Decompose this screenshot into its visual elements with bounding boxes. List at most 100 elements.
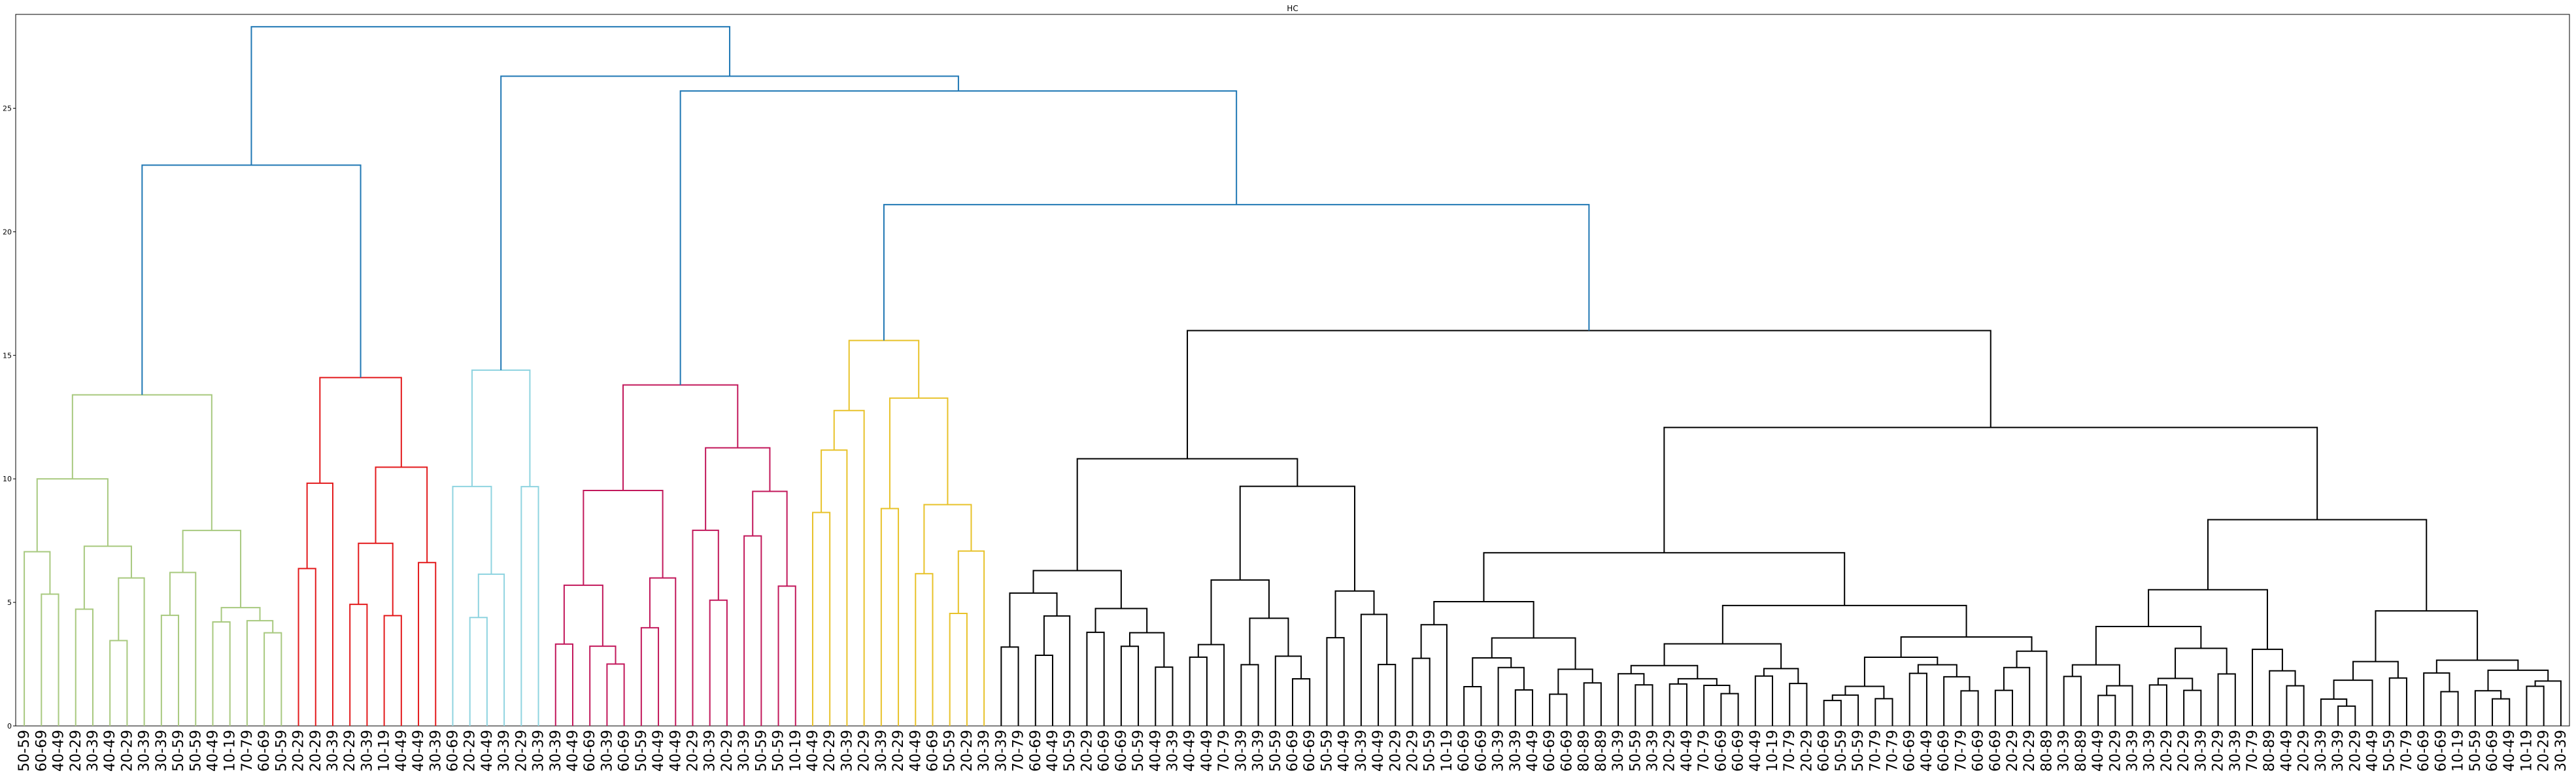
leaf-label: 50-59 xyxy=(16,730,33,772)
dendrogram-link xyxy=(848,339,920,411)
leaf-label: 30-39 xyxy=(736,730,753,772)
leaf-label: 30-39 xyxy=(325,730,341,772)
leaf-label: 20-29 xyxy=(68,730,84,772)
dendrogram-link xyxy=(1557,668,1593,695)
dendrogram-link xyxy=(1874,698,1893,726)
dendrogram-link xyxy=(1009,592,1058,647)
dendrogram-link xyxy=(1034,654,1053,726)
y-tick-label: 25 xyxy=(3,105,12,113)
dendrogram-link xyxy=(1583,682,1602,726)
dendrogram-link xyxy=(297,568,316,726)
leaf-label: 60-69 xyxy=(2416,730,2432,772)
dendrogram-link xyxy=(2217,673,2236,726)
leaf-label: 50-59 xyxy=(273,730,290,772)
leaf-label: 80-89 xyxy=(2073,730,2090,772)
dendrogram-link xyxy=(2183,689,2202,726)
dendrogram-link xyxy=(957,550,985,726)
dendrogram-link xyxy=(2526,685,2545,726)
leaf-label: 40-49 xyxy=(651,730,667,772)
leaf-label: 40-49 xyxy=(479,730,496,772)
dendrogram-link xyxy=(2003,666,2031,726)
dendrogram-link xyxy=(606,663,625,726)
leaf-label: 30-39 xyxy=(2313,730,2330,772)
dendrogram-link xyxy=(752,490,788,587)
leaf-label: 60-69 xyxy=(2484,730,2501,772)
dendrogram-link xyxy=(375,466,428,563)
leaf-label: 30-39 xyxy=(2553,730,2569,772)
dendrogram-link xyxy=(1240,664,1259,726)
dendrogram-link xyxy=(71,394,212,531)
leaf-label: 60-69 xyxy=(1113,730,1130,772)
dendrogram-link xyxy=(1831,694,1859,726)
dendrogram-link xyxy=(1677,678,1718,685)
leaf-label: 60-69 xyxy=(1713,730,1729,772)
dendrogram-link xyxy=(246,620,274,726)
leaf-label: 30-39 xyxy=(2056,730,2073,772)
leaf-label: 60-69 xyxy=(1731,730,1747,772)
leaf-label: 30-39 xyxy=(1645,730,1661,772)
leaf-label: 50-59 xyxy=(1833,730,1850,772)
dendrogram-link xyxy=(705,447,771,530)
dendrogram-link xyxy=(41,593,59,726)
leaf-label: 30-39 xyxy=(531,730,547,772)
leaf-label: 60-69 xyxy=(1936,730,1952,772)
dendrogram-link xyxy=(2388,677,2407,726)
dendrogram-link xyxy=(1197,644,1225,726)
leaf-label: 60-69 xyxy=(1988,730,2004,772)
dendrogram-link xyxy=(1000,646,1019,726)
leaf-labels: 50-59 60-69 40-49 20-29 30-39 40-49 20-29 30-39… xyxy=(16,730,2569,772)
leaf-label: 30-39 xyxy=(976,730,992,772)
leaf-label: 60-69 xyxy=(33,730,50,772)
dendrogram-link xyxy=(452,485,492,726)
leaf-label: 40-49 xyxy=(51,730,67,772)
dendrogram-link xyxy=(554,643,573,726)
leaf-label: 20-29 xyxy=(513,730,530,772)
leaf-label: 30-39 xyxy=(496,730,513,772)
dendrogram-link xyxy=(1491,637,1576,670)
dendrogram-link xyxy=(1908,672,1927,726)
leaf-label: 50-59 xyxy=(634,730,650,772)
leaf-label: 70-79 xyxy=(2245,730,2261,772)
leaf-label: 40-49 xyxy=(1679,730,1695,772)
dendrogram-link xyxy=(1274,655,1302,726)
dendrogram-link xyxy=(520,486,539,726)
leaf-label: 40-49 xyxy=(907,730,924,772)
dendrogram-link xyxy=(923,504,972,574)
leaf-label: 50-59 xyxy=(753,730,770,772)
dendrogram-link xyxy=(692,529,719,726)
dendrogram-link xyxy=(2474,690,2502,726)
dendrogram-link xyxy=(1043,615,1071,726)
leaf-label: 50-59 xyxy=(771,730,787,772)
dendrogram-link xyxy=(949,613,968,726)
leaf-label: 30-39 xyxy=(1233,730,1249,772)
leaf-label: 60-69 xyxy=(924,730,941,772)
dendrogram-link xyxy=(1076,458,1298,571)
leaf-label: 60-69 xyxy=(1028,730,1044,772)
dendrogram-link xyxy=(1823,700,1842,726)
dendrogram-link xyxy=(589,645,617,726)
dendrogram-link xyxy=(640,627,660,726)
dendrogram-link xyxy=(2423,672,2450,726)
leaf-label: 40-49 xyxy=(2365,730,2381,772)
dendrogram-link xyxy=(1360,613,1388,726)
dendrogram-link xyxy=(383,615,402,726)
leaf-label: 20-29 xyxy=(822,730,838,772)
leaf-label: 30-39 xyxy=(85,730,101,772)
dendrogram-link xyxy=(1032,570,1122,609)
leaf-label: 70-79 xyxy=(2399,730,2415,772)
leaf-label: 20-29 xyxy=(719,730,736,772)
leaf-label: 40-49 xyxy=(668,730,684,772)
leaf-label: 70-79 xyxy=(1011,730,1027,772)
dendrogram-link xyxy=(1239,485,1356,591)
dendrogram-link xyxy=(1155,666,1174,726)
dendrogram-link xyxy=(1187,330,1991,459)
leaf-label: 20-29 xyxy=(2005,730,2021,772)
leaf-label: 10-19 xyxy=(1765,730,1781,772)
leaf-label: 50-59 xyxy=(1627,730,1644,772)
dendrogram-link xyxy=(2071,664,2120,686)
leaf-label: 20-29 xyxy=(856,730,873,772)
leaf-label: 60-69 xyxy=(617,730,633,772)
dendrogram-link xyxy=(679,90,1238,385)
leaf-label: 40-49 xyxy=(1147,730,1164,772)
chart-title: HC xyxy=(1287,4,1298,13)
